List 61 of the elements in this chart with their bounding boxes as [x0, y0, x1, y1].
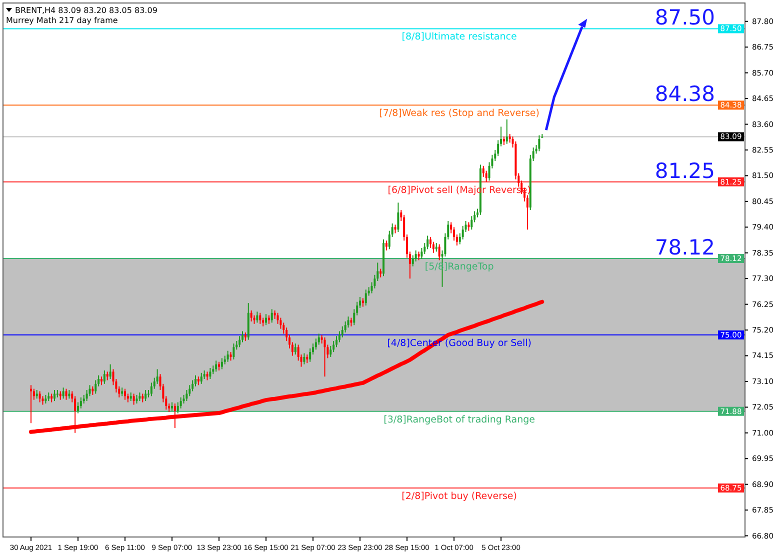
candlestick	[54, 390, 56, 402]
candlestick	[232, 342, 235, 360]
text: Murrey Math 217 day frame	[6, 16, 118, 25]
candlestick	[215, 360, 218, 372]
candlestick	[485, 170, 488, 182]
candlestick	[256, 311, 258, 324]
candlestick	[347, 316, 350, 328]
candlestick	[294, 342, 296, 356]
candlestick	[77, 402, 79, 414]
candlestick	[192, 380, 194, 392]
candlestick	[420, 247, 423, 260]
candlestick	[124, 388, 126, 400]
candlestick	[330, 345, 332, 358]
candlestick	[318, 333, 320, 346]
candlestick	[397, 202, 400, 233]
candlestick	[303, 352, 306, 365]
candlestick	[309, 348, 312, 362]
candlestick	[220, 358, 223, 370]
candlestick	[176, 402, 179, 414]
text: 78.12	[654, 235, 715, 260]
candlestick	[200, 372, 202, 384]
candlestick	[324, 336, 326, 378]
line-series	[29, 300, 544, 434]
ref-line-label: [7/8]Weak res (Stop and Reverse)	[379, 108, 540, 120]
candlestick	[338, 330, 340, 343]
candlestick	[280, 317, 282, 330]
ref-line-label: [8/8]Ultimate resistance	[402, 32, 517, 43]
candlestick	[109, 364, 112, 380]
candlestick	[103, 370, 106, 384]
candlestick	[150, 382, 152, 397]
candlestick	[385, 240, 388, 251]
candlestick	[226, 350, 229, 362]
text: 81.25	[654, 158, 715, 183]
candlestick	[30, 384, 32, 424]
candlestick	[56, 390, 58, 398]
candlestick	[438, 244, 440, 261]
candlestick	[144, 390, 147, 402]
candlestick	[538, 134, 540, 152]
candlestick	[88, 384, 91, 397]
candlestick	[242, 330, 244, 343]
text: 87.50	[654, 6, 715, 30]
candlestick	[364, 289, 367, 306]
text: 84.38	[654, 82, 715, 106]
candlestick	[432, 241, 434, 254]
candlestick	[259, 312, 262, 324]
candlestick	[62, 387, 64, 400]
candlestick	[426, 235, 429, 250]
candlestick	[65, 388, 68, 400]
candlestick	[412, 254, 414, 267]
ref-line-label: [2/8]Pivot buy (Reverse)	[402, 491, 517, 502]
candlestick	[250, 310, 252, 322]
candlestick	[174, 403, 176, 428]
candlestick	[132, 393, 135, 406]
candlestick	[506, 118, 508, 144]
chart-title: BRENT,H4 83.09 83.20 83.05 83.09	[15, 6, 158, 15]
candlestick	[209, 367, 212, 380]
ref-line-label: [3/8]RangeBot of trading Range	[384, 414, 536, 426]
candlestick	[38, 390, 41, 403]
candlestick	[265, 314, 268, 326]
candlestick	[94, 380, 97, 394]
candlestick	[270, 308, 273, 324]
